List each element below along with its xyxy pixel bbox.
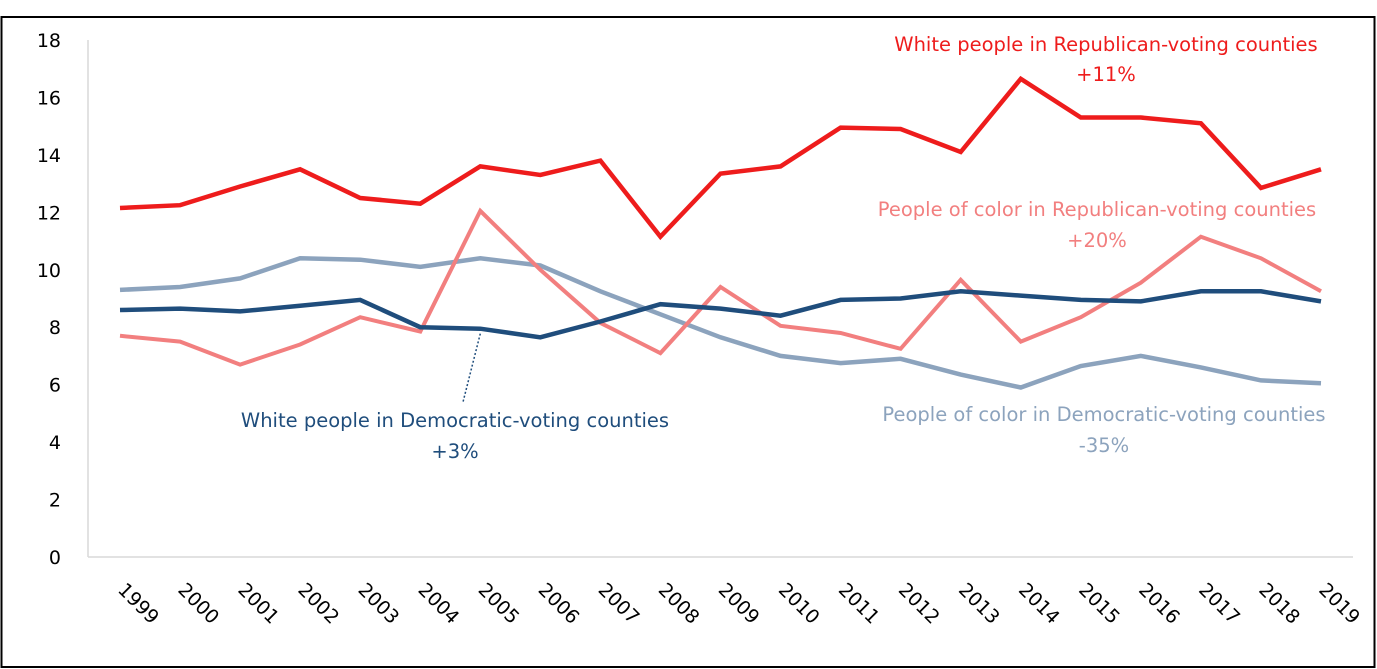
y-tick-label: 8 — [49, 317, 61, 339]
series-line-0 — [119, 75, 1322, 241]
chart-border — [0, 16, 1376, 668]
series-line-3 — [119, 256, 1322, 390]
series-label-name: People of color in Democratic-voting cou… — [882, 403, 1325, 426]
series-label-change: +20% — [1067, 229, 1127, 252]
y-tick-label: 2 — [49, 490, 61, 512]
x-tick-label: 2017 — [1194, 579, 1244, 629]
x-tick-label: 2008 — [654, 579, 704, 629]
label-leader-line — [462, 333, 482, 403]
x-tick-label: 2007 — [594, 579, 644, 629]
x-tick-label: 2006 — [534, 579, 584, 629]
x-tick-label: 2010 — [774, 579, 824, 629]
x-tick-label: 2018 — [1254, 579, 1304, 629]
x-tick-label: 2004 — [414, 579, 464, 629]
x-tick-label: 2015 — [1074, 579, 1124, 629]
y-tick-label: 6 — [49, 375, 61, 397]
y-tick-label: 10 — [37, 260, 61, 282]
x-tick-label: 2005 — [474, 579, 524, 629]
series-label-name: White people in Republican-voting counti… — [894, 33, 1317, 56]
x-tick-label: 2000 — [173, 579, 223, 629]
x-tick-label: 2014 — [1014, 579, 1064, 629]
series-label-change: +3% — [431, 440, 478, 463]
x-tick-label: 2012 — [894, 579, 944, 629]
series-line-2 — [119, 289, 1322, 340]
series-label-change: -35% — [1079, 434, 1129, 457]
x-tick-labels: 1999 2000 2001 2002 2003 2004 2005 2006 2007 2008… — [113, 579, 1364, 629]
x-tick-label: 2013 — [954, 579, 1004, 629]
x-tick-label: 2003 — [354, 579, 404, 629]
series-label-name: People of color in Republican-voting cou… — [878, 198, 1316, 221]
series-lines — [119, 75, 1322, 390]
x-tick-label: 1999 — [113, 579, 163, 629]
x-tick-label: 2009 — [714, 579, 764, 629]
series-label-name: White people in Democratic-voting counti… — [241, 409, 669, 432]
y-tick-labels: 0 2 4 6 8 10 12 14 16 18 — [37, 30, 61, 569]
y-tick-label: 4 — [49, 432, 61, 454]
x-tick-label: 2011 — [834, 579, 884, 629]
series-label-change: +11% — [1076, 63, 1136, 86]
series-line-1 — [119, 207, 1322, 367]
y-tick-label: 0 — [49, 547, 61, 569]
y-tick-label: 14 — [37, 145, 61, 167]
x-tick-label: 2016 — [1134, 579, 1184, 629]
series-labels: White people in Republican-voting counti… — [241, 33, 1326, 463]
y-tick-label: 18 — [37, 30, 61, 52]
x-tick-label: 2002 — [294, 579, 344, 629]
x-tick-label: 2001 — [233, 579, 283, 629]
y-tick-label: 12 — [37, 202, 61, 224]
x-tick-label: 2019 — [1314, 579, 1364, 629]
y-tick-label: 16 — [37, 87, 61, 109]
